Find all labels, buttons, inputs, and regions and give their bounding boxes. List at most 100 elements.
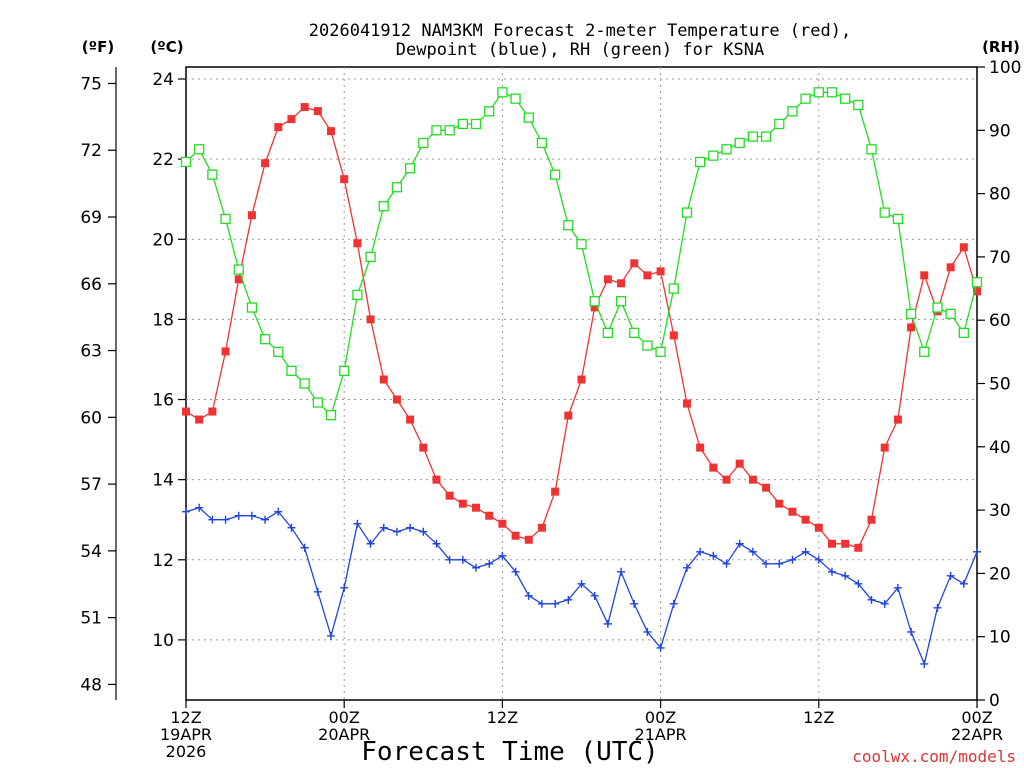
rh-tick-label: 90 [989, 121, 1011, 141]
data-point [867, 595, 876, 604]
data-point [920, 271, 929, 280]
data-point [933, 603, 942, 612]
data-point [234, 275, 243, 284]
rh-tick-label: 0 [989, 691, 1000, 711]
data-point [827, 539, 836, 548]
data-point [722, 559, 731, 568]
data-point [946, 263, 955, 272]
data-point [590, 303, 599, 312]
data-point [379, 375, 388, 384]
data-point [313, 587, 322, 596]
data-point [617, 279, 626, 288]
data-point [182, 407, 190, 416]
data-point [537, 599, 546, 608]
data-point [879, 207, 890, 218]
data-point [576, 239, 587, 250]
data-point [564, 595, 573, 604]
series-2 [180, 87, 983, 421]
data-point [932, 302, 943, 313]
data-point [920, 659, 929, 668]
x-tick-label: 2026 [166, 742, 207, 761]
x-tick-label: 20APR [318, 725, 370, 744]
data-point [325, 409, 337, 421]
data-point [696, 443, 705, 452]
data-point [234, 511, 243, 520]
data-point [180, 156, 192, 168]
data-point [261, 515, 270, 524]
data-point [511, 531, 520, 540]
data-point [853, 99, 864, 111]
data-point [841, 539, 850, 548]
data-point [708, 150, 719, 161]
data-point [892, 213, 904, 225]
chart-title-line2: Dewpoint (blue), RH (green) for KSNA [396, 40, 764, 60]
data-point [801, 515, 810, 524]
credit-text: coolwx.com/models [852, 747, 1016, 766]
data-point [445, 555, 454, 564]
data-point [458, 555, 467, 564]
rh-tick-label: 50 [989, 375, 1011, 395]
f-tick-label: 72 [80, 141, 102, 161]
data-point [682, 399, 691, 408]
unit-rh-label: (RH) [982, 38, 1020, 56]
data-point [195, 415, 204, 424]
rh-tick-label: 40 [989, 438, 1011, 458]
data-point [208, 515, 217, 524]
data-point [431, 125, 442, 136]
data-point [379, 523, 388, 532]
data-point [287, 523, 296, 532]
data-point [299, 378, 310, 389]
f-tick-label: 63 [80, 342, 102, 362]
data-point [221, 347, 230, 356]
data-point [629, 327, 640, 339]
x-tick-label: 12Z [170, 708, 201, 727]
data-point [273, 346, 284, 358]
f-tick-label: 75 [80, 74, 102, 94]
data-point [814, 523, 823, 532]
data-point [577, 375, 586, 384]
x-tick-label: 00Z [329, 708, 360, 727]
data-point [907, 323, 916, 332]
data-point [973, 287, 981, 296]
c-tick-label: 22 [152, 150, 174, 170]
rh-tick-label: 60 [989, 311, 1011, 331]
c-tick-label: 12 [152, 551, 174, 571]
data-point [774, 118, 785, 130]
data-point [419, 443, 428, 452]
data-point [866, 144, 877, 155]
data-point [973, 547, 981, 556]
data-point [406, 415, 415, 424]
data-point [391, 182, 403, 193]
rh-tick-label: 10 [989, 628, 1011, 648]
data-point [695, 156, 706, 168]
data-point [827, 567, 836, 576]
data-point [709, 551, 718, 560]
data-point [207, 169, 218, 180]
data-point [194, 144, 205, 155]
f-tick-label: 66 [80, 275, 102, 295]
data-point [353, 239, 362, 248]
series-line [185, 91, 978, 417]
c-tick-label: 10 [152, 631, 174, 651]
c-tick-label: 24 [152, 70, 174, 90]
data-point [854, 579, 863, 588]
data-point [919, 346, 930, 358]
data-point [617, 567, 626, 576]
data-point [485, 511, 494, 520]
data-point [748, 475, 757, 484]
data-point [577, 579, 586, 588]
data-point [905, 308, 917, 320]
series-line [185, 106, 978, 549]
x-tick-label: 00Z [961, 708, 992, 727]
data-point [775, 499, 784, 508]
data-point [681, 207, 693, 218]
data-point [221, 515, 230, 524]
data-point [523, 112, 534, 123]
data-point [286, 365, 297, 376]
data-point [735, 539, 744, 548]
unit-fahrenheit-label: (ºF) [82, 38, 114, 56]
data-point [378, 201, 389, 212]
data-point [366, 539, 375, 548]
data-point [775, 559, 784, 568]
